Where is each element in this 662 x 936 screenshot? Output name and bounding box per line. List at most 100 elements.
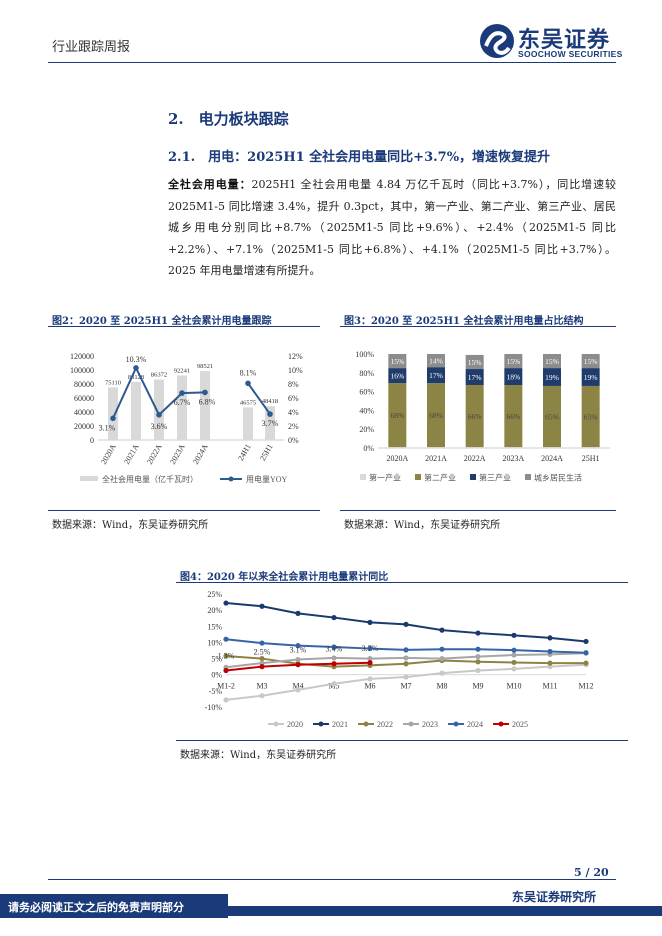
segment-data-label: 66% [506,412,520,421]
legend-label: 全社会用电量（亿千瓦时） [102,474,198,484]
stacked-bar-segment [504,368,523,386]
series-point [547,648,553,655]
header-divider [48,62,616,63]
legend-swatch-marker [318,721,324,727]
x-tick-label: 2022A [464,454,486,463]
x-tick-label: M10 [506,682,521,691]
series-point [259,603,265,609]
bar-data-label: 98521 [197,363,213,370]
series-point [367,660,373,666]
y-tick-label: 80% [359,369,374,378]
x-tick-label: M12 [578,682,593,691]
series-point [223,600,229,606]
y-tick-label: 20% [359,425,374,434]
y-right-tick-label: 4% [288,408,299,417]
stacked-bar-segment [388,354,407,369]
series-point [223,653,229,659]
series-point [511,647,517,653]
series-point [367,676,373,682]
series-point [403,621,409,627]
x-tick-label: M4 [292,682,303,691]
series-point [475,630,481,636]
disclaimer-bar [0,894,228,918]
stacked-bar-segment [465,369,484,386]
series-data-label: 1.3% [218,652,235,661]
yoy-data-label: 3.6% [151,422,168,431]
fig4-title: 图4：2020 年以来全社会累计用电量累计同比 [180,572,389,583]
x-tick-label: 2021A [425,454,447,463]
y-tick-label: 10% [207,638,222,647]
series-point [223,636,229,642]
fig3-bottom-rule [340,510,616,511]
series-point [511,666,517,672]
legend-label: 第二产业 [424,473,456,483]
segment-data-label: 65% [545,413,559,422]
fig2-bottom-rule [48,510,320,511]
series-point [583,660,589,666]
legend-swatch-marker [498,721,504,727]
legend-label: 城乡居民生活 [534,473,582,483]
yoy-point [202,389,208,396]
fig3-source: 数据来源：Wind，东吴证券研究所 [344,520,501,531]
x-tick-label: 2020A [386,454,408,463]
y-tick-label: 0% [211,671,222,680]
segment-data-label: 68% [390,411,404,420]
legend-swatch-marker [273,721,279,727]
series-point [223,697,229,703]
page-number: 5 / 20 [574,866,609,879]
series-point [403,647,409,653]
legend-swatch [525,474,531,480]
segment-data-label: 15% [506,357,520,366]
segment-data-label: 17% [429,371,443,380]
x-tick-label: 2023A [502,454,524,463]
series-point [331,614,337,621]
fig2-title: 图2：2020 至 2025H1 全社会累计用电量跟踪 [52,316,272,327]
legend-label: 第一产业 [369,473,401,483]
disclaimer-stripe [228,906,662,916]
y-tick-label: 100% [355,350,374,359]
series-data-label: 3.7% [362,644,379,653]
x-tick-label: 2023A [168,442,187,466]
legend-swatch [470,474,476,480]
y-right-tick-label: 0% [288,436,299,445]
stacked-bar-segment [581,385,600,448]
yoy-data-label: 6.8% [199,397,216,406]
fig2-rule [48,326,320,327]
paragraph-body: 2025H1 全社会用电量 4.84 万亿千瓦时（同比+3.7%），同比增速较 … [168,178,616,277]
y-left-tick-label: 60000 [74,394,94,403]
series-point [295,610,301,616]
y-left-tick-label: 120000 [70,352,94,361]
yoy-data-label: 8.1% [240,368,257,377]
series-point [223,667,229,674]
bar-data-label: 48418 [262,398,278,405]
section-heading: 2. 电力板块跟踪 [168,110,289,128]
legend-swatch-marker [228,476,234,482]
y-left-tick-label: 0 [90,436,94,445]
series-point [331,644,337,650]
bar-data-label: 83128 [128,374,144,381]
yoy-point [156,412,162,418]
series-point [511,632,517,638]
series-point [511,659,517,666]
stacked-bar-segment [465,385,484,448]
stacked-bar-segment [504,385,523,448]
fig3-title: 图3：2020 至 2025H1 全社会累计用电量占比结构 [344,316,584,327]
y-tick-label: 25% [207,590,222,599]
disclaimer-text: 请务必阅读正文之后的免责声明部分 [8,901,184,914]
paragraph-lead: 全社会用电量： [168,178,252,191]
yoy-data-label: 3.7% [262,419,279,428]
stacked-bar-segment [427,383,445,448]
report-type: 行业跟踪周报 [52,40,131,55]
legend-swatch-marker [408,721,414,727]
fig4-source: 数据来源：Wind，东吴证券研究所 [180,750,337,761]
series-point [583,650,589,656]
yoy-point [179,390,185,396]
y-tick-label: 0% [363,444,374,453]
stacked-bar-segment [465,354,484,370]
y-tick-label: 40% [359,406,374,415]
segment-data-label: 15% [390,357,404,366]
series-point [295,687,301,693]
stacked-bar-segment [504,354,523,369]
fig2-source: 数据来源：Wind，东吴证券研究所 [52,520,209,531]
x-tick-label: M3 [256,682,267,691]
